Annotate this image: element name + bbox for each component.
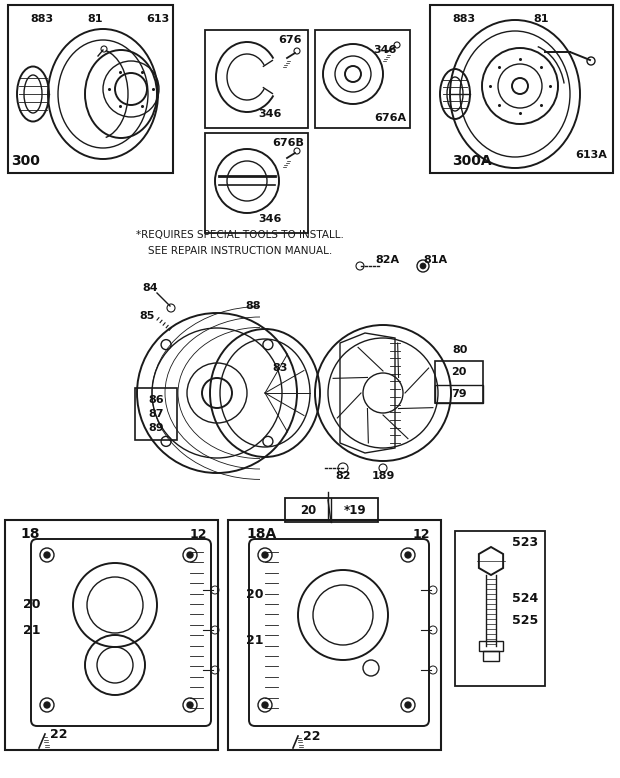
Text: 22: 22 [50,727,68,741]
Text: 676: 676 [278,35,302,45]
Text: 20: 20 [451,367,467,377]
Text: 80: 80 [453,345,467,355]
Circle shape [262,702,268,708]
Bar [285,498,378,522]
Text: 85: 85 [140,311,154,321]
Text: 20: 20 [23,598,40,612]
Text: 613A: 613A [575,150,607,160]
Bar [483,651,499,661]
Bar [228,520,441,750]
Text: 83: 83 [272,363,288,373]
Text: 86: 86 [148,395,164,405]
Text: 883: 883 [30,14,53,24]
Circle shape [44,552,50,558]
Circle shape [420,263,426,269]
Bar [5,520,218,750]
Text: 87: 87 [148,409,164,419]
Text: 346: 346 [373,45,397,55]
Text: 18A: 18A [246,527,277,541]
Text: 79: 79 [451,389,467,399]
Text: 82: 82 [335,471,351,481]
Text: 883: 883 [452,14,475,24]
Text: 346: 346 [259,109,281,119]
Bar [205,133,308,233]
Bar [8,5,173,173]
Text: 676A: 676A [374,113,406,123]
Text: 81: 81 [87,14,103,24]
Text: 525: 525 [512,615,538,628]
Text: 81: 81 [533,14,549,24]
Text: SEE REPAIR INSTRUCTION MANUAL.: SEE REPAIR INSTRUCTION MANUAL. [148,246,332,256]
Text: 88: 88 [246,301,261,311]
Text: 346: 346 [259,214,281,224]
Text: 613: 613 [146,14,170,24]
Text: *REQUIRES SPECIAL TOOLS TO INSTALL.: *REQUIRES SPECIAL TOOLS TO INSTALL. [136,230,344,240]
Text: 21: 21 [246,633,264,647]
Circle shape [262,552,268,558]
Text: 676B: 676B [272,138,304,148]
Text: *19: *19 [343,503,366,517]
Text: 81A: 81A [423,255,447,265]
Bar [479,641,503,651]
Circle shape [44,702,50,708]
Text: 524: 524 [512,591,538,605]
Bar [205,30,308,128]
Text: 82A: 82A [375,255,399,265]
Text: 21: 21 [23,623,40,636]
Text: 189: 189 [371,471,395,481]
Text: 20: 20 [300,503,316,517]
Text: 18: 18 [20,527,40,541]
Text: 300: 300 [12,154,40,168]
Text: 20: 20 [246,588,264,601]
Circle shape [405,702,411,708]
Text: 12: 12 [189,527,206,541]
Bar [455,531,545,686]
Bar [435,361,483,403]
Bar [315,30,410,128]
Circle shape [405,552,411,558]
Bar [430,5,613,173]
Bar [135,388,177,440]
Circle shape [187,702,193,708]
Circle shape [187,552,193,558]
Bar [435,385,483,403]
Text: 84: 84 [142,283,158,293]
Text: 300A: 300A [452,154,492,168]
Text: 12: 12 [412,527,430,541]
Text: 89: 89 [148,423,164,433]
Text: 523: 523 [512,537,538,549]
Text: 22: 22 [303,730,321,742]
